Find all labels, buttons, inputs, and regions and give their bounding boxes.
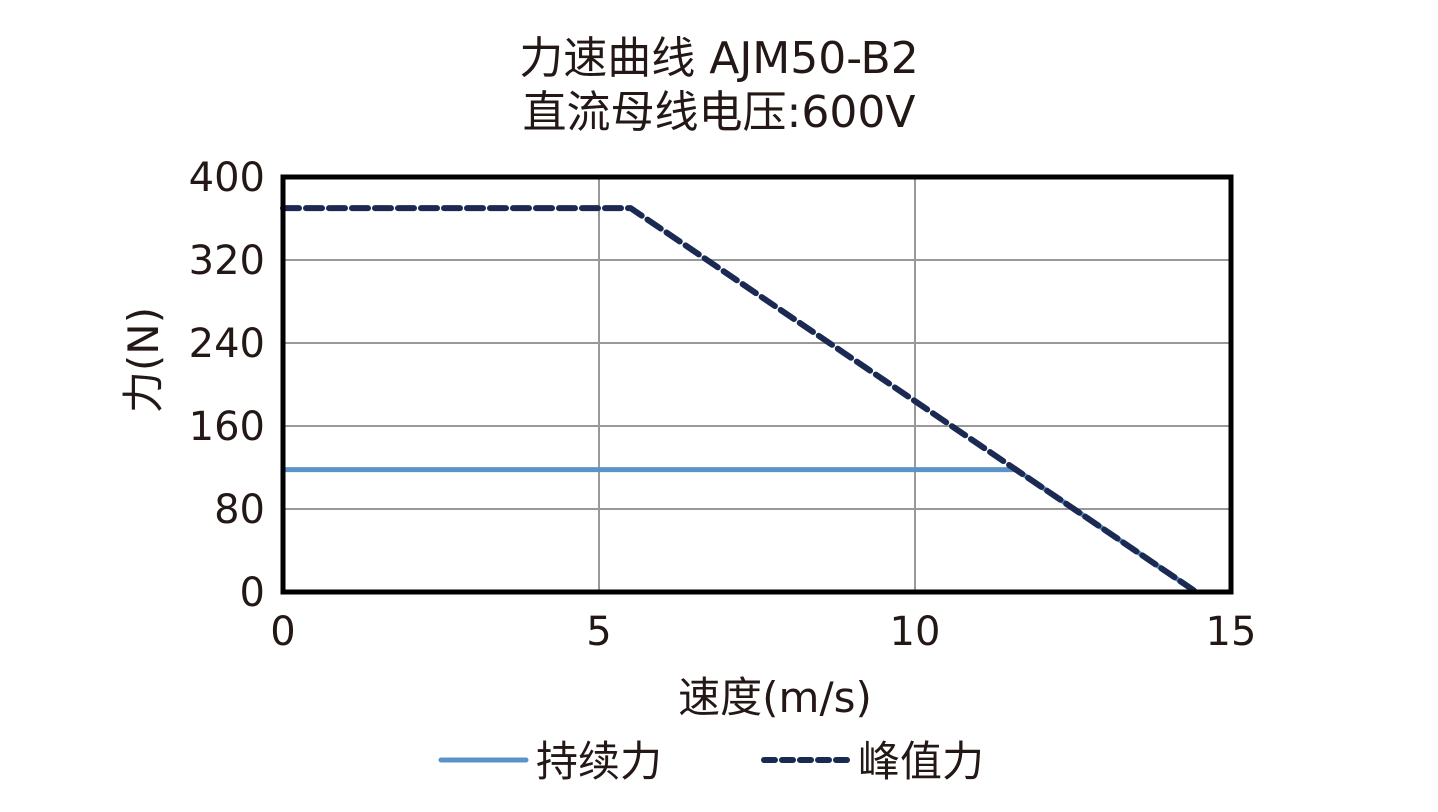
chart-title: 力速曲线 AJM50-B2: [519, 33, 919, 84]
chart-subtitle: 直流母线电压:600V: [522, 87, 916, 138]
series-dashed: [280, 205, 1200, 595]
series-solid: [283, 467, 1198, 595]
y-tick: 240: [189, 321, 265, 367]
y-tick: 160: [189, 404, 265, 450]
y-tick: 320: [189, 238, 265, 284]
y-tick: 400: [189, 155, 265, 201]
y-tick-labels: 0 80 160 240 320 400: [189, 155, 265, 616]
x-tick: 0: [270, 609, 295, 655]
y-tick: 80: [214, 487, 265, 533]
legend-continuous-label: 持续力: [536, 737, 662, 786]
data-series: [280, 205, 1200, 595]
legend: 持续力 峰值力: [438, 737, 984, 786]
x-tick: 15: [1206, 609, 1257, 655]
grid-lines: [282, 176, 1232, 593]
x-tick: 5: [586, 609, 611, 655]
x-tick-labels: 0 5 10 15: [270, 609, 1256, 655]
y-tick: 0: [240, 570, 265, 616]
x-tick: 10: [890, 609, 941, 655]
x-axis-label: 速度(m/s): [678, 673, 872, 722]
y-axis-label: 力(N): [119, 307, 168, 413]
legend-peak-label: 峰值力: [858, 737, 984, 786]
plot-frame: [280, 174, 1234, 595]
